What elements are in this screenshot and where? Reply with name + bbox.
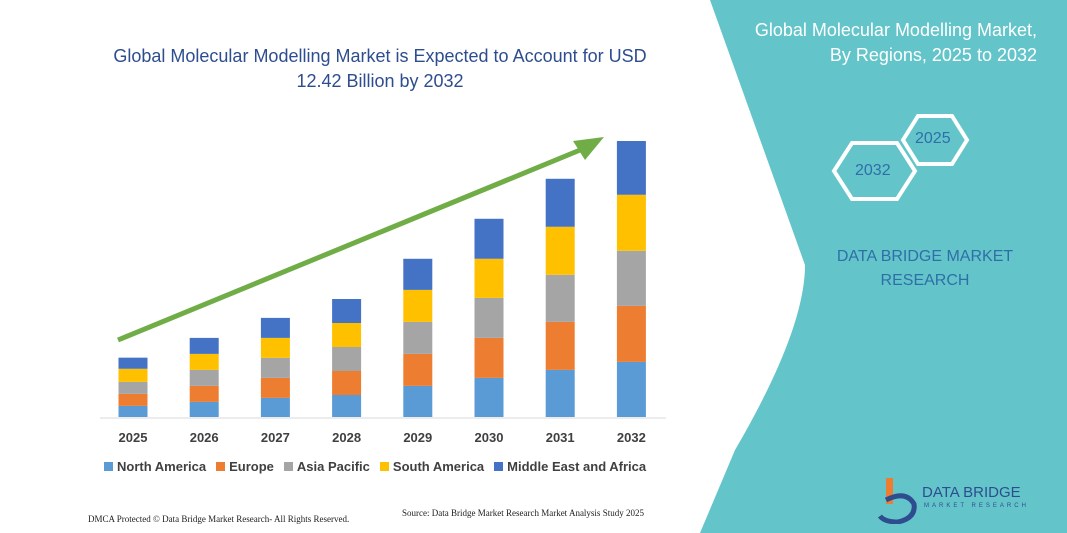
bar-segment-2028-asia-pacific: [332, 347, 362, 371]
side-title-line1: Global Molecular Modelling Market,: [754, 20, 1037, 40]
teal-panel: [700, 0, 1067, 533]
hex-2032: [831, 141, 918, 201]
legend-item: North America: [104, 459, 206, 474]
bar-segment-2026-north-america: [189, 401, 219, 417]
source-note: Source: Data Bridge Market Research Mark…: [402, 508, 644, 518]
x-tick-label: 2028: [332, 430, 362, 445]
x-tick-label: 2026: [189, 430, 219, 445]
hex-label-2025: 2025: [915, 130, 951, 147]
bar-segment-2026-middle-east-and-africa: [189, 337, 219, 354]
bar-segment-2028-middle-east-and-africa: [332, 299, 362, 323]
bar-segment-2029-asia-pacific: [403, 321, 433, 354]
bar-segment-2030-middle-east-and-africa: [474, 218, 504, 259]
bar-segment-2027-asia-pacific: [260, 357, 290, 378]
bar-segment-2029-europe: [403, 353, 433, 386]
bar-segment-2028-south-america: [332, 323, 362, 347]
chart-title: Global Molecular Modelling Market is Exp…: [113, 46, 647, 91]
hex-label-2032: 2032: [855, 162, 891, 179]
bar-segment-2032-south-america: [616, 194, 646, 251]
plot-area: [118, 141, 646, 417]
legend-item: Europe: [216, 459, 274, 474]
bar-segment-2025-north-america: [118, 405, 148, 417]
bar-segment-2030-europe: [474, 337, 504, 378]
bar-segment-2029-south-america: [403, 289, 433, 322]
bar-segment-2032-asia-pacific: [616, 250, 646, 306]
bar-segment-2027-middle-east-and-africa: [260, 317, 290, 338]
bar-segment-2025-asia-pacific: [118, 381, 148, 394]
dmca-notice: DMCA Protected © Data Bridge Market Rese…: [88, 514, 350, 524]
x-tick-label: 2025: [118, 430, 148, 445]
bar-segment-2026-asia-pacific: [189, 369, 219, 386]
legend-item: Middle East and Africa: [494, 459, 646, 474]
data-bridge-logo-icon: [877, 478, 917, 524]
brand-line2: RESEARCH: [880, 272, 970, 289]
bar-segment-2030-north-america: [474, 377, 504, 417]
logo-text: DATA BRIDGE: [922, 484, 1021, 501]
bar-segment-2027-north-america: [260, 397, 290, 417]
brand-text: DATA BRIDGE MARKET RESEARCH: [820, 245, 1030, 293]
legend: North America Europe Asia Pacific South …: [104, 459, 646, 474]
x-tick-label: 2030: [474, 430, 504, 445]
x-tick-label: 2032: [616, 430, 646, 445]
bar-segment-2032-middle-east-and-africa: [616, 141, 646, 195]
trend-arrow: [117, 145, 586, 343]
bar-segment-2028-north-america: [332, 395, 362, 417]
side-title-line2: By Regions, 2025 to 2032: [829, 45, 1037, 65]
legend-item: South America: [379, 459, 484, 474]
side-title: Global Molecular Modelling Market, By Re…: [697, 18, 1037, 68]
bar-segment-2026-europe: [189, 385, 219, 402]
bar-segment-2031-middle-east-and-africa: [545, 178, 575, 227]
bar-segment-2031-asia-pacific: [545, 274, 575, 322]
legend-item: Asia Pacific: [283, 459, 370, 474]
bar-segment-2031-south-america: [545, 226, 575, 275]
bar-segment-2027-south-america: [260, 337, 290, 358]
bar-segment-2032-europe: [616, 305, 646, 362]
logo-subtext: MARKET RESEARCH: [924, 503, 1029, 509]
x-tick-label: 2027: [260, 430, 290, 445]
trend-arrowhead: [573, 137, 604, 160]
bar-segment-2032-north-america: [616, 361, 646, 417]
brand-line1: DATA BRIDGE MARKET: [836, 248, 1014, 265]
bar-segment-2030-asia-pacific: [474, 297, 504, 338]
x-tick-label: 2031: [545, 430, 575, 445]
bar-segment-2026-south-america: [189, 353, 219, 370]
bar-segment-2025-middle-east-and-africa: [118, 357, 148, 369]
bar-segment-2029-north-america: [403, 385, 433, 417]
bar-segment-2030-south-america: [474, 258, 504, 298]
bar-segment-2028-europe: [332, 371, 362, 395]
hex-2025: [900, 114, 970, 166]
bar-segment-2031-north-america: [545, 369, 575, 417]
x-tick-label: 2029: [403, 430, 433, 445]
bar-segment-2025-south-america: [118, 368, 148, 382]
bar-segment-2025-europe: [118, 393, 148, 406]
bar-segment-2027-europe: [260, 377, 290, 398]
bar-segment-2031-europe: [545, 321, 575, 370]
bar-segment-2029-middle-east-and-africa: [403, 258, 433, 290]
